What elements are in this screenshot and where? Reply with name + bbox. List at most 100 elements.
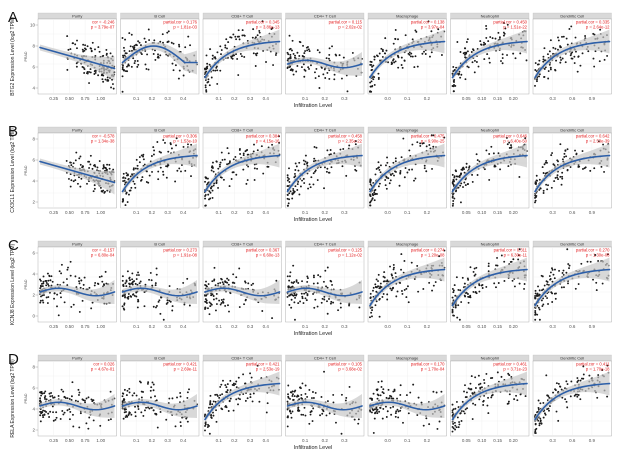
data-point (546, 297, 549, 299)
data-point (42, 301, 45, 304)
data-point (74, 399, 77, 402)
data-point (373, 58, 376, 61)
stat-correlation: partial.cor = 0.461 (493, 362, 527, 367)
data-point (314, 169, 317, 172)
x-tick-label: 0.15 (493, 210, 502, 215)
data-point (151, 170, 153, 173)
data-point (152, 305, 155, 308)
data-point (382, 280, 385, 283)
data-point (524, 395, 527, 398)
x-tick-label: 0.3 (341, 438, 348, 443)
data-point (291, 49, 293, 52)
stat-correlation: partial.cor = 0.384 (246, 134, 280, 139)
data-point (274, 54, 277, 56)
data-point (229, 389, 232, 391)
x-tick-label: 1.00 (96, 96, 105, 101)
data-point (151, 381, 154, 384)
data-point (491, 37, 494, 40)
data-point (393, 266, 395, 269)
data-point (39, 420, 42, 423)
data-point (292, 52, 295, 55)
data-point (219, 69, 222, 72)
data-point (271, 27, 274, 30)
data-point (546, 53, 549, 56)
data-point (405, 287, 408, 290)
data-point (387, 177, 390, 180)
confidence-band (535, 29, 610, 81)
data-point (451, 173, 454, 176)
x-tick-label: 0.2 (424, 210, 431, 215)
data-point (417, 290, 420, 293)
data-point (232, 171, 235, 174)
data-point (126, 270, 129, 273)
data-point (392, 42, 395, 45)
data-point (354, 140, 357, 143)
data-point (600, 165, 603, 168)
data-point (570, 25, 573, 28)
data-point (497, 31, 500, 34)
data-point (326, 266, 329, 269)
data-point (306, 164, 309, 167)
confidence-band (535, 257, 610, 309)
data-point (319, 414, 322, 417)
data-point (547, 303, 549, 305)
data-point (373, 408, 376, 411)
data-point (383, 52, 386, 55)
data-point (464, 47, 466, 50)
data-point (377, 185, 380, 188)
data-point (155, 273, 158, 276)
data-point (225, 390, 228, 393)
data-point (219, 45, 222, 48)
data-point (130, 186, 133, 189)
data-point (211, 54, 214, 57)
data-point (402, 137, 405, 140)
data-point (188, 304, 191, 307)
data-point (486, 53, 489, 56)
data-point (39, 301, 42, 304)
data-point (310, 176, 313, 179)
data-point (561, 177, 564, 180)
confidence-band (452, 257, 527, 309)
data-point (302, 302, 305, 305)
data-point (379, 394, 382, 397)
x-tick-label: 0.3 (341, 210, 348, 215)
data-point (83, 72, 86, 74)
data-point (69, 185, 72, 188)
data-point (452, 85, 455, 88)
data-point (559, 61, 562, 64)
data-point (599, 28, 602, 31)
stat-pvalue: p = 4.15e-16 (256, 138, 280, 143)
data-point (87, 160, 90, 163)
data-point (121, 392, 124, 395)
data-point (422, 288, 425, 290)
data-point (555, 382, 558, 385)
data-point (545, 280, 548, 283)
data-point (290, 281, 293, 284)
data-point (518, 282, 521, 285)
stat-pvalue: p = 1.53e-10 (173, 138, 197, 143)
data-point (293, 294, 296, 297)
facet-strip-label: Dendritic Cell (560, 13, 584, 18)
data-point (145, 170, 148, 173)
x-tick-label: 0.9 (589, 210, 596, 215)
stat-correlation: cor = -0.157 (92, 248, 115, 253)
data-point (329, 302, 332, 305)
data-point (286, 400, 289, 403)
data-point (315, 67, 318, 70)
data-point (215, 303, 218, 305)
x-tick-label: 0.9 (589, 324, 596, 329)
data-point (123, 179, 126, 182)
data-point (302, 44, 304, 47)
data-point (123, 49, 126, 52)
stat-pvalue: p = 3.71e-23 (503, 366, 527, 371)
data-point (167, 150, 170, 153)
data-point (286, 408, 289, 411)
data-point (370, 411, 373, 414)
y-tick-label: 2 (32, 428, 35, 433)
data-point (580, 262, 583, 265)
data-point (501, 57, 504, 59)
data-point (122, 399, 125, 402)
